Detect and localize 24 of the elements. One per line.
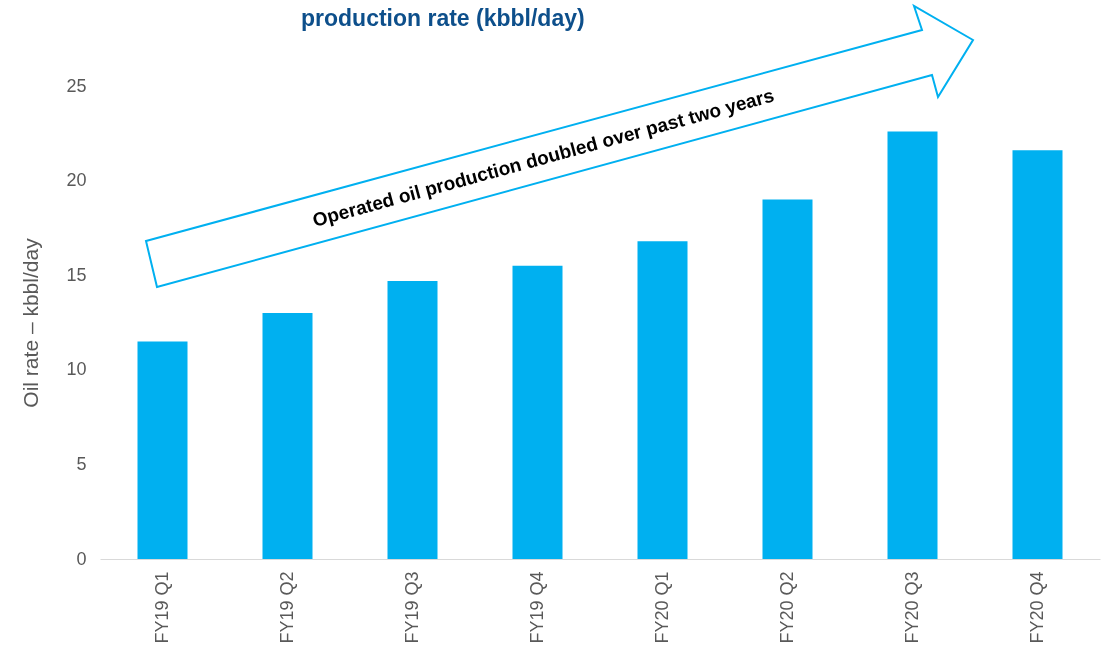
chart-title: production rate (kbbl/day) — [300, 5, 585, 31]
x-tick-label: FY19 Q2 — [276, 571, 297, 644]
x-tick-label: FY19 Q4 — [526, 571, 547, 644]
y-tick-label: 0 — [76, 548, 87, 569]
bar — [762, 199, 813, 559]
y-tick-label: 25 — [66, 75, 87, 96]
y-tick-label: 15 — [66, 264, 87, 285]
bar — [387, 280, 438, 559]
bar — [1012, 150, 1063, 559]
x-tick-label: FY20 Q4 — [1026, 571, 1047, 644]
x-tick-label: FY19 Q3 — [401, 571, 422, 644]
bar — [887, 131, 938, 559]
x-tick-label: FY20 Q2 — [776, 571, 797, 644]
y-tick-label: 5 — [76, 453, 87, 474]
x-tick-label: FY20 Q1 — [651, 571, 672, 644]
x-tick-label: FY20 Q3 — [901, 571, 922, 644]
y-axis-title: Oil rate – kbbl/day — [19, 237, 43, 408]
y-tick-label: 20 — [66, 170, 87, 191]
bar — [512, 265, 563, 559]
bar — [262, 313, 313, 559]
y-tick-label: 10 — [66, 359, 87, 380]
bar — [137, 341, 188, 559]
bar — [637, 241, 688, 559]
x-tick-label: FY19 Q1 — [151, 571, 172, 644]
